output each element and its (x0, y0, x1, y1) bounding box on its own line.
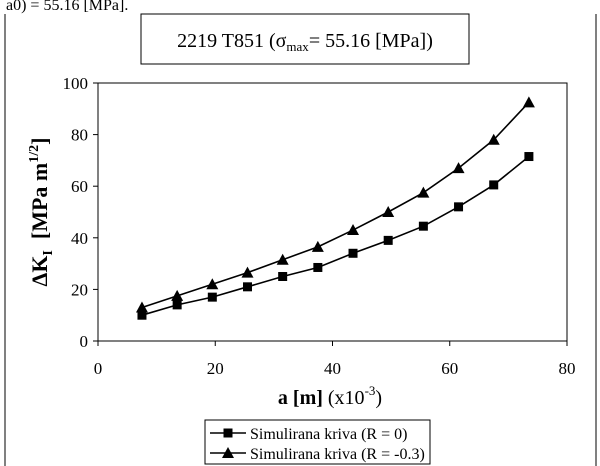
data-point-square (207, 292, 217, 302)
legend-label: Simulirana kriva (R = -0.3) (250, 446, 425, 463)
legend-entry: Simulirana kriva (R = 0) (210, 426, 407, 443)
x-tick-label: 20 (207, 359, 224, 378)
series-0 (137, 152, 534, 320)
data-point-square (278, 272, 288, 281)
y-tick-label: 40 (71, 229, 88, 248)
legend-marker (223, 428, 233, 438)
y-axis-label: ΔKI [MPa m1/2] (27, 138, 56, 287)
y-tick-label: 0 (80, 332, 89, 351)
data-point-triangle (171, 289, 184, 301)
data-point-triangle (276, 253, 289, 265)
x-tick-label: 40 (324, 359, 341, 378)
data-point-triangle (382, 206, 395, 217)
x-axis-label: a [m] (x10-3) (278, 383, 382, 409)
data-point-square (489, 180, 499, 190)
data-point-square (524, 152, 534, 162)
data-point-square (313, 262, 323, 272)
series-1 (135, 96, 535, 313)
data-point-triangle (135, 301, 148, 313)
data-point-triangle (452, 162, 465, 174)
chart-title: 2219 T851 (σmax= 55.16 [MPa]) (177, 30, 433, 54)
data-point-square (418, 221, 428, 231)
y-tick-label: 80 (71, 126, 88, 145)
legend (204, 419, 431, 465)
legend-marker (222, 447, 234, 458)
data-point-square (242, 282, 252, 292)
legend-label: Simulirana kriva (R = 0) (250, 426, 407, 443)
data-point-triangle (522, 96, 535, 108)
data-point-square (454, 202, 464, 212)
x-tick-label: 0 (94, 359, 103, 378)
data-point-triangle (487, 133, 500, 145)
data-point-square (348, 248, 358, 258)
data-point-triangle (347, 224, 360, 236)
data-point-square (172, 300, 182, 310)
y-tick-label: 20 (71, 280, 88, 299)
data-point-square (137, 310, 147, 320)
y-axis: 0 20 40 60 80 100 (63, 74, 98, 351)
data-point-triangle (241, 266, 254, 278)
y-tick-label: 60 (71, 177, 88, 196)
header-fragment: a0) = 55.16 [MPa]. (6, 0, 128, 14)
x-tick-label: 80 (559, 359, 576, 378)
plot-area (97, 82, 568, 342)
title-box (140, 13, 470, 65)
data-point-square (383, 235, 393, 245)
series-line (141, 155, 530, 316)
data-point-triangle (311, 240, 324, 252)
x-tick-label: 60 (441, 359, 458, 378)
legend-items: Simulirana kriva (R = 0) Simulirana kriva… (210, 426, 425, 463)
x-axis: 0 20 40 60 80 (94, 341, 576, 378)
data-point-triangle (206, 278, 219, 290)
y-tick-label: 100 (63, 74, 89, 93)
series-layer (135, 96, 535, 320)
series-line (141, 101, 530, 309)
legend-entry: Simulirana kriva (R = -0.3) (210, 446, 425, 463)
data-point-triangle (417, 186, 430, 198)
